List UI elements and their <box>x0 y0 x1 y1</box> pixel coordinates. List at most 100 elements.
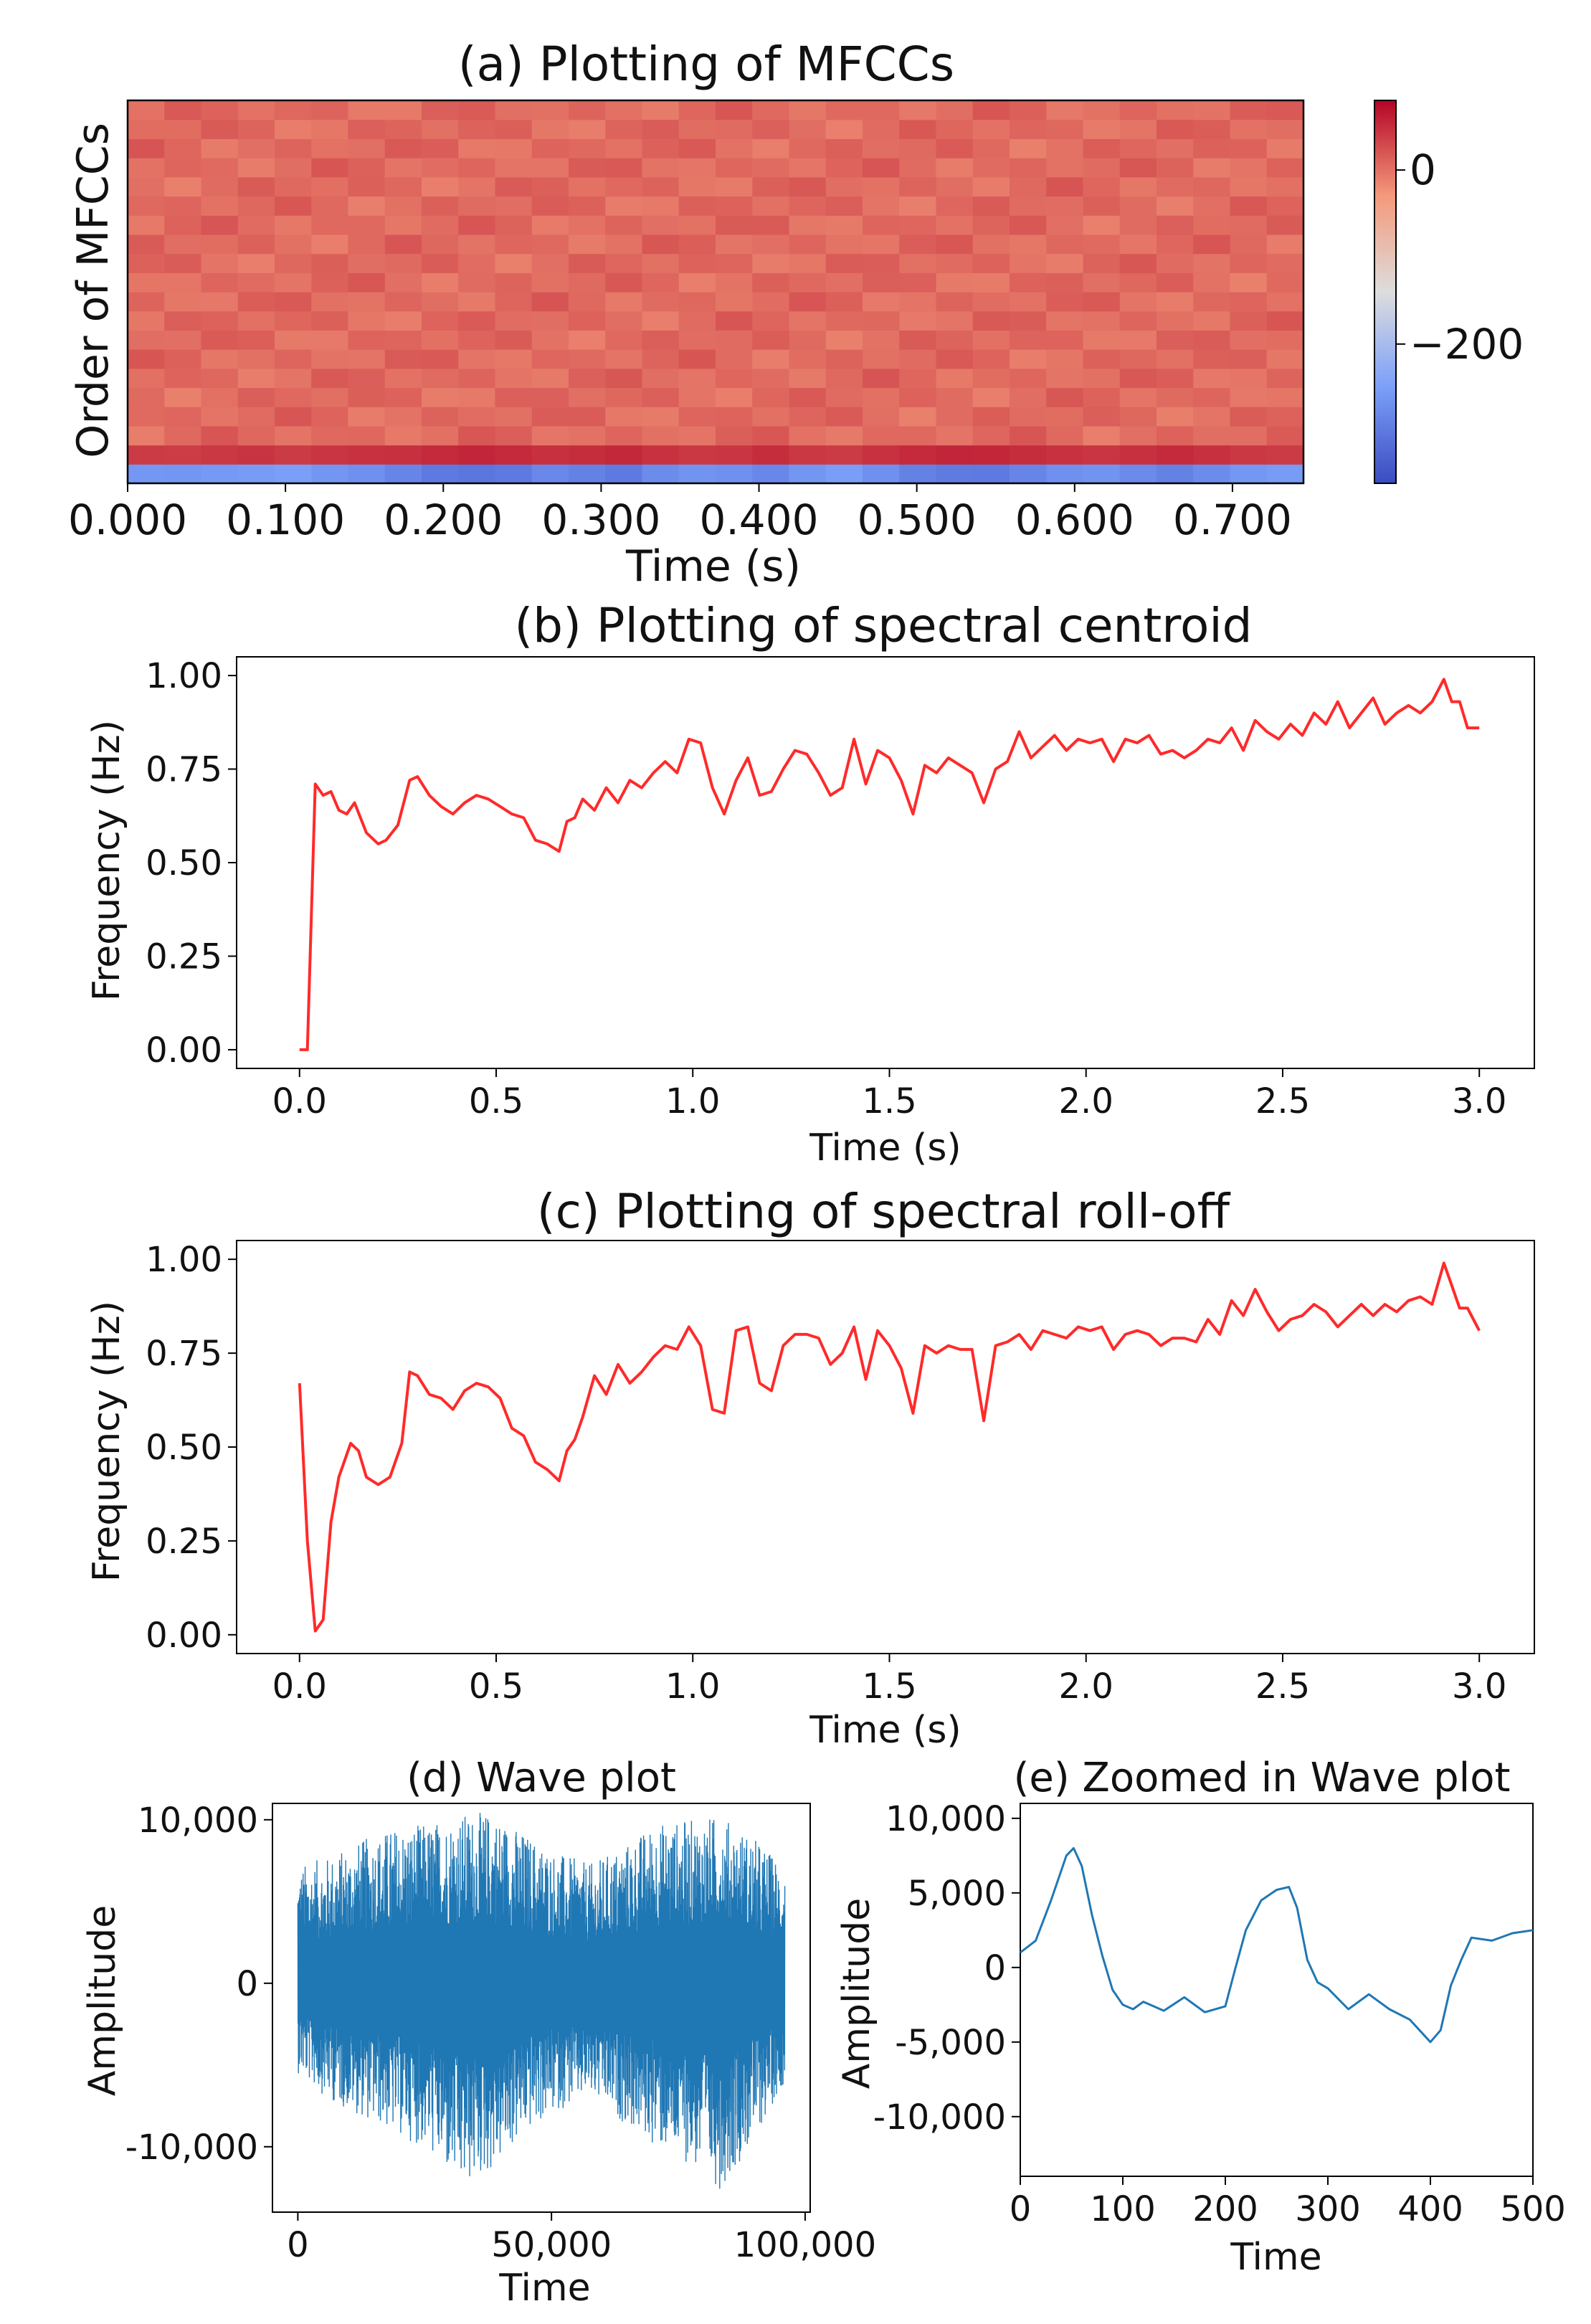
mfcc-cell <box>1193 368 1231 389</box>
mfcc-cell <box>825 176 863 197</box>
mfcc-cell <box>642 234 680 255</box>
mfcc-cell <box>275 425 312 446</box>
mfcc-cell <box>311 100 349 120</box>
mfcc-cell <box>531 464 569 484</box>
mfcc-cell <box>164 158 202 178</box>
mfcc-cell <box>1266 253 1304 273</box>
rolloff-x-tick: 1.5 <box>862 1666 916 1707</box>
mfcc-cell <box>164 119 202 139</box>
mfcc-cell <box>678 330 716 350</box>
mfcc-cell <box>128 387 165 407</box>
mfcc-cell <box>899 253 937 273</box>
mfcc-cell <box>752 158 790 178</box>
mfcc-cell <box>495 215 533 235</box>
mfcc-cell <box>1193 253 1231 273</box>
mfcc-cell <box>1193 292 1231 312</box>
wave-series-line <box>297 1813 786 2189</box>
mfcc-cell <box>972 215 1010 235</box>
mfcc-cell <box>863 387 900 407</box>
mfcc-cell <box>789 215 827 235</box>
mfcc-cell <box>164 100 202 120</box>
mfcc-cell <box>605 119 643 139</box>
mfcc-cell <box>164 464 202 484</box>
mfcc-cell <box>863 119 900 139</box>
mfcc-cell <box>789 349 827 369</box>
mfcc-cell <box>1010 272 1047 293</box>
rolloff-y-tick: 0.75 <box>146 1334 222 1374</box>
mfcc-cell <box>936 445 974 465</box>
mfcc-cell <box>1119 158 1157 178</box>
wave-y-tick: 10,000 <box>138 1801 258 1841</box>
mfcc-cell <box>1230 119 1268 139</box>
mfcc-cell <box>936 368 974 389</box>
wave-y-tick: 0 <box>236 1964 258 2004</box>
mfcc-cell <box>716 445 753 465</box>
wave-title: (d) Wave plot <box>407 1755 676 1801</box>
mfcc-cell <box>1266 119 1304 139</box>
mfcc-cell <box>164 272 202 293</box>
mfcc-cell <box>495 253 533 273</box>
mfcc-cell <box>605 158 643 178</box>
mfcc-cell <box>275 253 312 273</box>
mfcc-cell <box>237 234 275 255</box>
rolloff-x-axis: 0.0 0.5 1.0 1.5 2.0 2.5 3.0 <box>272 1666 1507 1707</box>
mfcc-cell <box>1010 253 1047 273</box>
mfcc-x-axis: 0.000 0.100 0.200 0.300 0.400 0.500 0.60… <box>68 495 1292 544</box>
mfcc-cell <box>458 215 496 235</box>
mfcc-cell <box>825 158 863 178</box>
mfcc-cell <box>201 196 239 216</box>
mfcc-cell <box>201 387 239 407</box>
rolloff-x-tick: 2.0 <box>1059 1666 1113 1707</box>
mfcc-cell <box>1157 138 1194 158</box>
mfcc-cell <box>1266 407 1304 427</box>
mfcc-cell <box>1119 368 1157 389</box>
mfcc-cell <box>1046 464 1084 484</box>
mfcc-cell <box>863 176 900 197</box>
mfcc-cell <box>899 196 937 216</box>
mfcc-cell <box>899 292 937 312</box>
mfcc-cell <box>1266 138 1304 158</box>
mfcc-cell <box>1230 407 1268 427</box>
mfcc-cell <box>642 464 680 484</box>
mfcc-cell <box>237 253 275 273</box>
centroid-y-tick: 0.25 <box>146 937 222 977</box>
mfcc-cell <box>1157 464 1194 484</box>
mfcc-cell <box>605 138 643 158</box>
mfcc-cell <box>1083 196 1121 216</box>
mfcc-cell <box>678 464 716 484</box>
mfcc-cell <box>972 138 1010 158</box>
mfcc-cell <box>569 464 606 484</box>
rolloff-y-tick: 0.50 <box>146 1428 222 1468</box>
mfcc-cell <box>275 387 312 407</box>
mfcc-cell <box>1157 100 1194 120</box>
centroid-y-tick: 1.00 <box>146 656 222 696</box>
mfcc-cell <box>201 368 239 389</box>
mfcc-cell <box>348 292 386 312</box>
mfcc-cell <box>642 119 680 139</box>
mfcc-cell <box>936 253 974 273</box>
mfcc-cell <box>201 292 239 312</box>
mfcc-cell <box>128 158 165 178</box>
mfcc-cell <box>237 368 275 389</box>
mfcc-cell <box>936 272 974 293</box>
mfcc-cell <box>1083 253 1121 273</box>
mfcc-cell <box>237 464 275 484</box>
mfcc-cell <box>1230 138 1268 158</box>
mfcc-cell <box>789 234 827 255</box>
mfcc-cell <box>1266 445 1304 465</box>
mfcc-cell <box>1119 349 1157 369</box>
mfcc-cell <box>458 387 496 407</box>
mfcc-cell <box>1157 272 1194 293</box>
mfcc-cell <box>716 368 753 389</box>
mfcc-cell <box>1193 464 1231 484</box>
mfcc-cell <box>201 330 239 350</box>
mfcc-cell <box>1083 425 1121 446</box>
mfcc-cell <box>458 464 496 484</box>
mfcc-cell <box>495 196 533 216</box>
mfcc-cell <box>311 330 349 350</box>
mfcc-cell <box>1193 407 1231 427</box>
mfcc-cell <box>164 445 202 465</box>
mfcc-cell <box>1230 445 1268 465</box>
mfcc-cell <box>384 253 422 273</box>
mfcc-cell <box>642 100 680 120</box>
